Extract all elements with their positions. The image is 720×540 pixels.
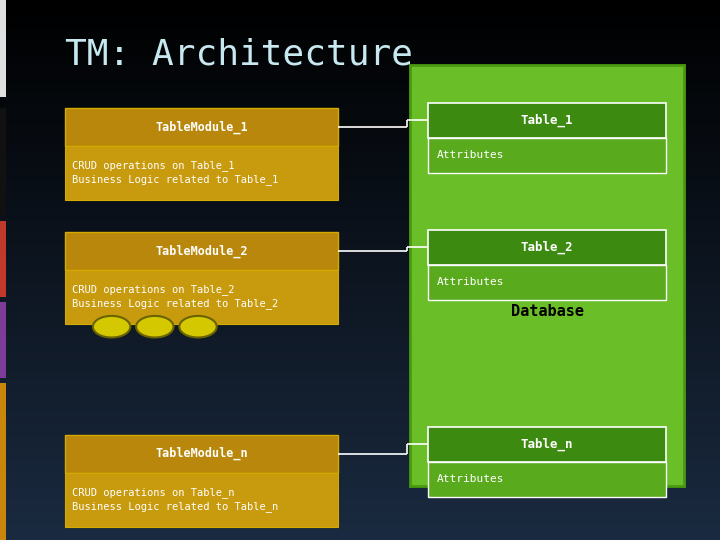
Text: Business Logic related to Table_1: Business Logic related to Table_1 bbox=[72, 174, 278, 185]
Bar bbox=[410, 65, 684, 486]
Text: CRUD operations on Table_2: CRUD operations on Table_2 bbox=[72, 285, 235, 295]
Ellipse shape bbox=[179, 316, 217, 338]
Text: Business Logic related to Table_2: Business Logic related to Table_2 bbox=[72, 299, 278, 309]
Bar bbox=[0, 221, 6, 297]
Text: Attributes: Attributes bbox=[437, 277, 505, 287]
Text: Attributes: Attributes bbox=[437, 150, 505, 160]
Text: Attributes: Attributes bbox=[437, 474, 505, 484]
Bar bbox=[428, 138, 666, 173]
Bar bbox=[428, 230, 666, 265]
Bar bbox=[0, 0, 6, 97]
Text: TableModule_n: TableModule_n bbox=[156, 447, 248, 460]
Text: CRUD operations on Table_n: CRUD operations on Table_n bbox=[72, 487, 235, 498]
Bar bbox=[65, 146, 338, 200]
Bar bbox=[0, 302, 6, 378]
Bar bbox=[428, 103, 666, 138]
Bar bbox=[65, 472, 338, 526]
Ellipse shape bbox=[136, 316, 174, 338]
Bar bbox=[428, 265, 666, 300]
Bar bbox=[428, 427, 666, 462]
Ellipse shape bbox=[93, 316, 130, 338]
Bar bbox=[428, 462, 666, 497]
Text: CRUD operations on Table_1: CRUD operations on Table_1 bbox=[72, 160, 235, 171]
Text: Database: Database bbox=[510, 303, 584, 319]
Text: TableModule_1: TableModule_1 bbox=[156, 120, 248, 133]
Text: TableModule_2: TableModule_2 bbox=[156, 245, 248, 258]
Bar bbox=[0, 108, 6, 216]
Bar bbox=[0, 383, 6, 540]
Text: Table_n: Table_n bbox=[521, 437, 573, 451]
Bar bbox=[65, 232, 338, 270]
Bar bbox=[65, 270, 338, 324]
Text: Table_2: Table_2 bbox=[521, 240, 573, 254]
Text: Business Logic related to Table_n: Business Logic related to Table_n bbox=[72, 501, 278, 512]
Bar bbox=[65, 108, 338, 146]
Bar bbox=[65, 435, 338, 472]
Text: Table_1: Table_1 bbox=[521, 113, 573, 127]
Text: TM: Architecture: TM: Architecture bbox=[65, 38, 413, 72]
